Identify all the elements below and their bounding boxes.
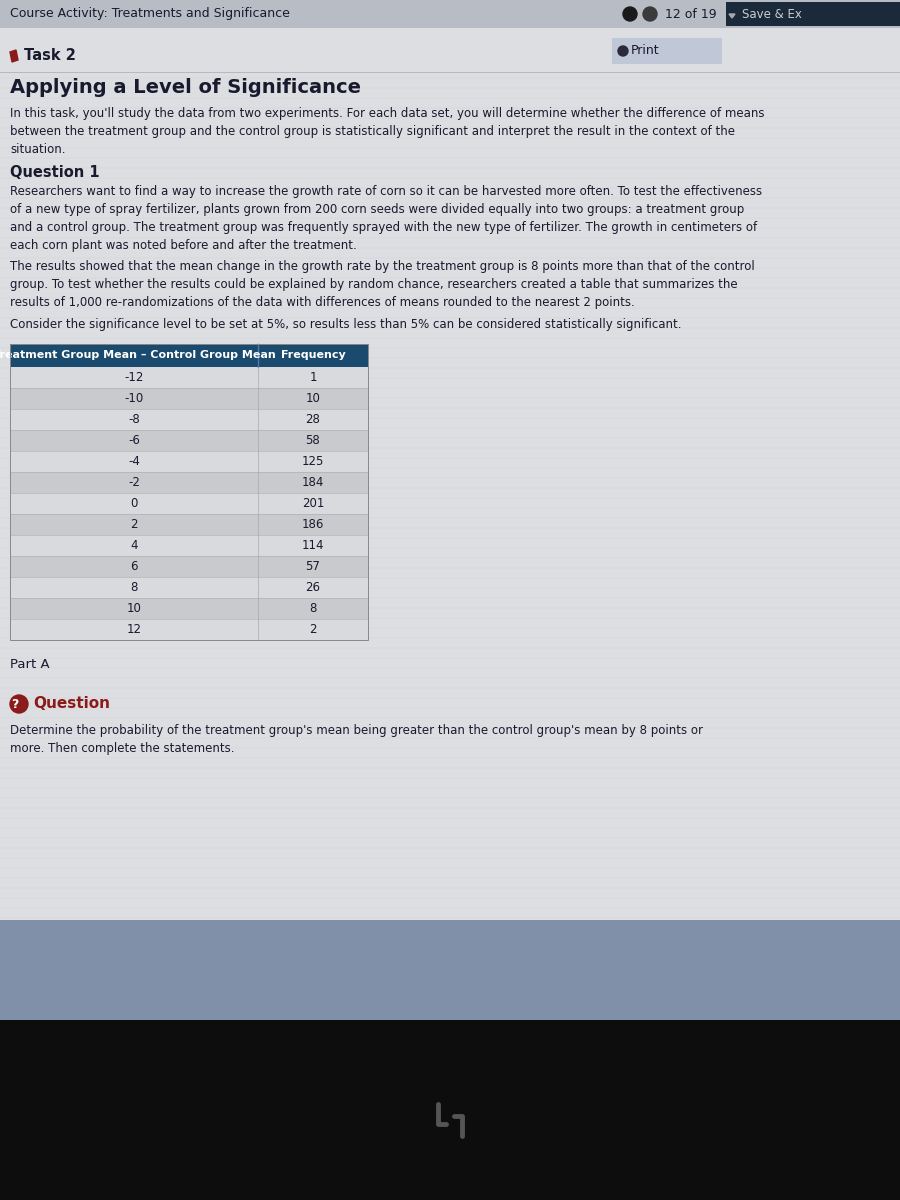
Text: 186: 186 (302, 518, 324, 530)
Text: Course Activity: Treatments and Significance: Course Activity: Treatments and Signific… (10, 7, 290, 20)
Polygon shape (10, 50, 18, 62)
Bar (726, 2, 900, 26)
Text: 184: 184 (302, 476, 324, 490)
Text: -2: -2 (128, 476, 140, 490)
Bar (0, 0, 900, 28)
Text: 28: 28 (306, 413, 320, 426)
Text: In this task, you'll study the data from two experiments. For each data set, you: In this task, you'll study the data from… (10, 107, 764, 156)
Bar (10, 577, 368, 598)
Bar (10, 556, 368, 577)
Bar (10, 514, 368, 535)
Text: Consider the significance level to be set at 5%, so results less than 5% can be : Consider the significance level to be se… (10, 318, 681, 331)
Text: -4: -4 (128, 455, 140, 468)
Bar (10, 388, 368, 409)
Text: Save & Ex: Save & Ex (742, 7, 802, 20)
Text: 12 of 19: 12 of 19 (665, 7, 716, 20)
Text: 10: 10 (306, 392, 320, 404)
Text: Applying a Level of Significance: Applying a Level of Significance (10, 78, 361, 97)
Bar (0, 28, 900, 920)
Text: 57: 57 (306, 560, 320, 572)
Text: 12: 12 (127, 623, 141, 636)
Circle shape (643, 7, 657, 20)
Bar (10, 493, 368, 514)
Bar (10, 451, 368, 472)
Bar (0, 1020, 900, 1200)
Text: Researchers want to find a way to increase the growth rate of corn so it can be : Researchers want to find a way to increa… (10, 185, 762, 252)
Text: Part A: Part A (10, 658, 49, 671)
Text: 125: 125 (302, 455, 324, 468)
Text: -8: -8 (128, 413, 140, 426)
Text: 6: 6 (130, 560, 138, 572)
Text: The results showed that the mean change in the growth rate by the treatment grou: The results showed that the mean change … (10, 260, 755, 308)
Text: 2: 2 (130, 518, 138, 530)
Text: Treatment Group Mean – Control Group Mean: Treatment Group Mean – Control Group Mea… (0, 350, 275, 360)
Bar (10, 535, 368, 556)
Text: 201: 201 (302, 497, 324, 510)
Text: Task 2: Task 2 (24, 48, 76, 62)
Bar (0, 920, 900, 1020)
Circle shape (10, 695, 28, 713)
Text: 1: 1 (310, 371, 317, 384)
Text: 58: 58 (306, 434, 320, 446)
Bar (10, 409, 368, 430)
Text: ?: ? (12, 697, 19, 710)
Text: -12: -12 (124, 371, 144, 384)
Bar (10, 598, 368, 619)
Bar (0, 28, 900, 72)
FancyArrow shape (729, 14, 735, 18)
Text: -6: -6 (128, 434, 140, 446)
Text: Frequency: Frequency (281, 350, 346, 360)
Text: 8: 8 (130, 581, 138, 594)
Circle shape (618, 46, 628, 56)
Text: Question 1: Question 1 (10, 164, 100, 180)
Text: 114: 114 (302, 539, 324, 552)
Bar (10, 344, 368, 640)
Text: 4: 4 (130, 539, 138, 552)
Circle shape (623, 7, 637, 20)
Bar (10, 619, 368, 640)
Text: 26: 26 (305, 581, 320, 594)
Text: Print: Print (631, 44, 660, 58)
Text: Determine the probability of the treatment group's mean being greater than the c: Determine the probability of the treatme… (10, 724, 703, 755)
Bar (10, 344, 368, 367)
Bar (10, 472, 368, 493)
Bar (10, 430, 368, 451)
Text: Question: Question (33, 696, 110, 710)
Text: 8: 8 (310, 602, 317, 614)
Text: 0: 0 (130, 497, 138, 510)
Text: 10: 10 (127, 602, 141, 614)
Bar (612, 38, 722, 64)
Text: 2: 2 (310, 623, 317, 636)
Bar (10, 367, 368, 388)
Text: -10: -10 (124, 392, 144, 404)
